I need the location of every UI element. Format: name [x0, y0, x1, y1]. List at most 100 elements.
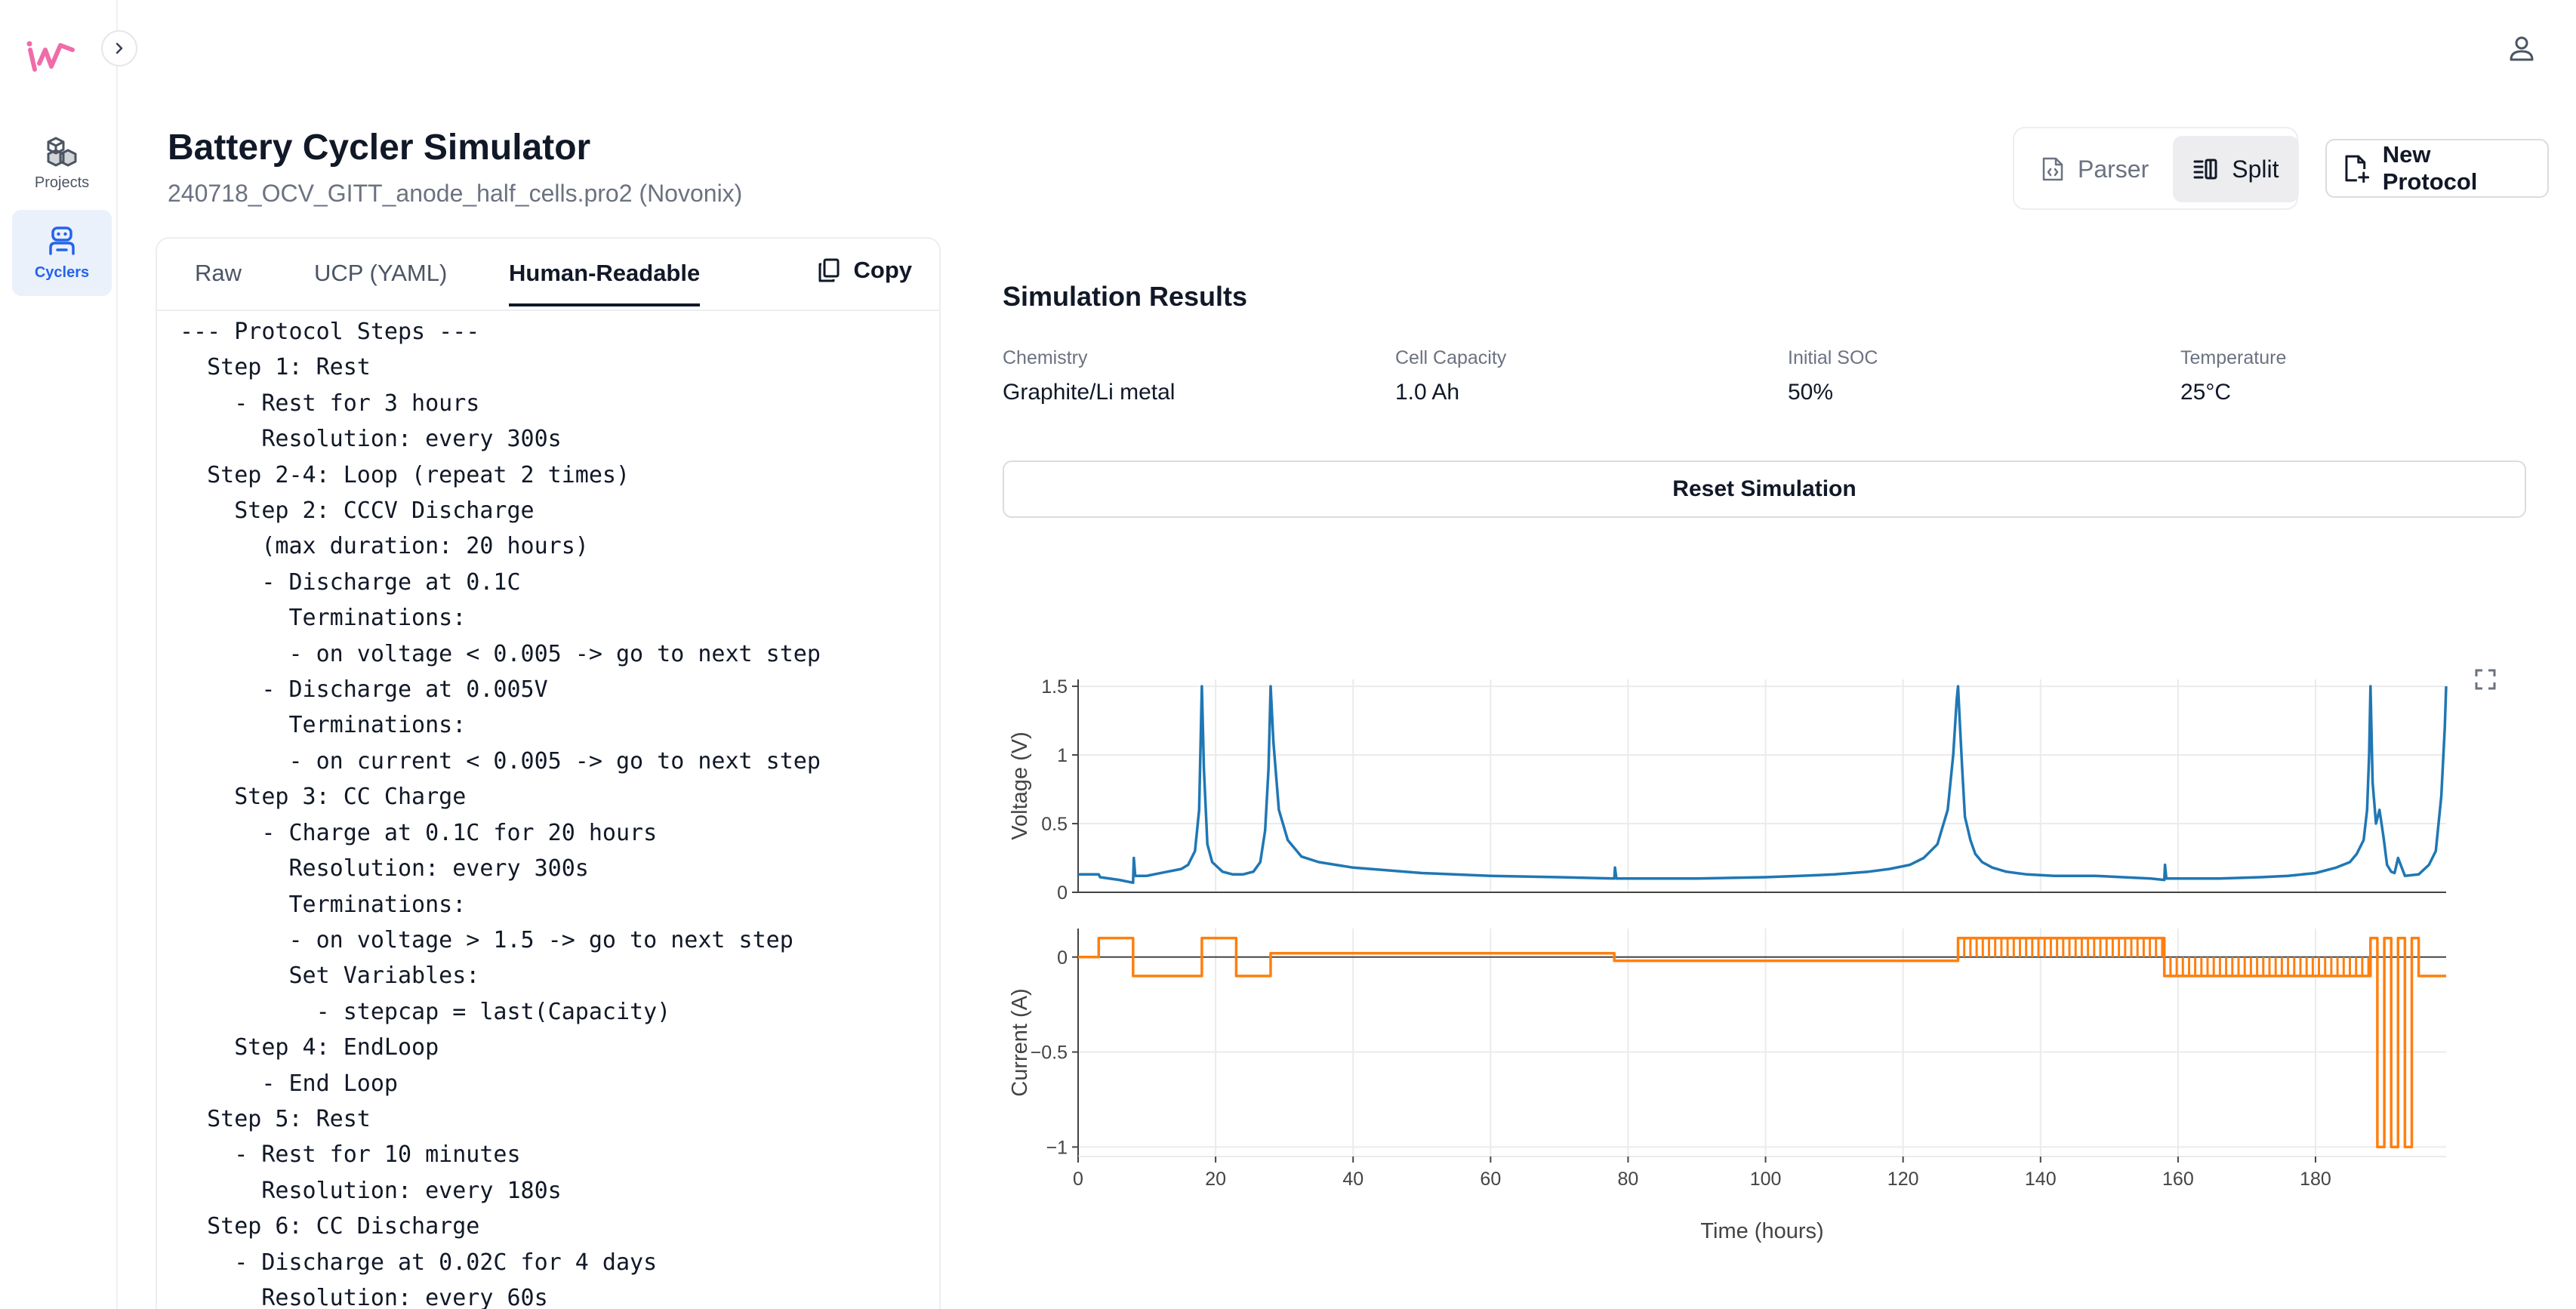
meta-temperature: Temperature 25°C — [2180, 347, 2286, 405]
protocol-line: - Rest for 3 hours — [180, 390, 480, 417]
sidebar-item-label: Projects — [34, 174, 90, 191]
protocol-line: - stepcap = last(Capacity) — [180, 998, 671, 1025]
simulation-results-title: Simulation Results — [1003, 281, 1248, 312]
sidebar-expand-button[interactable] — [101, 30, 137, 66]
y-tick-label: −0.5 — [1031, 1043, 1068, 1064]
protocol-line: - Rest for 10 minutes — [180, 1141, 521, 1169]
protocol-line: Resolution: every 180s — [180, 1177, 562, 1204]
protocol-line: Resolution: every 300s — [180, 426, 562, 453]
current-series-line — [1078, 936, 2446, 1149]
sidebar-item-projects[interactable]: Projects — [12, 121, 112, 207]
protocol-line: - Discharge at 0.1C — [180, 568, 521, 596]
x-tick-label: 0 — [1073, 1169, 1083, 1190]
x-tick-label: 140 — [2025, 1169, 2057, 1190]
user-icon[interactable] — [2507, 33, 2537, 63]
sidebar-item-label: Cyclers — [34, 263, 90, 281]
protocol-line: Step 2: CCCV Discharge — [180, 497, 535, 525]
voltage-series-line — [1078, 685, 2448, 885]
protocol-line: Step 1: Rest — [180, 354, 371, 381]
x-tick-label: 20 — [1205, 1169, 1226, 1190]
fullscreen-icon[interactable] — [2473, 667, 2497, 691]
sidebar-item-cyclers[interactable]: Cyclers — [12, 210, 112, 296]
protocol-line: - Discharge at 0.02C for 4 days — [180, 1249, 658, 1276]
x-tick-label: 120 — [1887, 1169, 1919, 1190]
x-tick-label: 60 — [1480, 1169, 1501, 1190]
copy-button[interactable]: Copy — [818, 257, 913, 284]
meta-chemistry: Chemistry Graphite/Li metal — [1003, 347, 1175, 405]
sidebar: Projects Cyclers — [0, 0, 118, 1309]
app-logo[interactable] — [24, 27, 79, 82]
editor-tabs: Raw UCP (YAML) Human-Readable Copy — [157, 239, 939, 311]
x-tick-label: 80 — [1618, 1169, 1639, 1190]
cubes-icon — [47, 137, 77, 166]
protocol-line: Set Variables: — [180, 962, 480, 990]
meta-label: Initial SOC — [1788, 347, 1878, 368]
protocol-line: Step 4: EndLoop — [180, 1034, 439, 1061]
protocol-line: --- Protocol Steps --- — [180, 319, 480, 345]
protocol-line: - on voltage > 1.5 -> go to next step — [180, 926, 793, 953]
protocol-line: - Discharge at 0.005V — [180, 676, 548, 704]
page-title: Battery Cycler Simulator — [168, 128, 591, 168]
x-tick-label: 180 — [2300, 1169, 2331, 1190]
view-mode-toggle: Parser Split — [2013, 127, 2299, 210]
split-mode-label: Split — [2232, 155, 2279, 183]
protocol-line: - End Loop — [180, 1070, 398, 1097]
parser-mode-button[interactable]: Parser — [2022, 136, 2168, 202]
meta-value: 1.0 Ah — [1395, 380, 1460, 405]
code-file-icon — [2042, 157, 2063, 181]
meta-label: Cell Capacity — [1395, 347, 1507, 368]
new-protocol-button[interactable]: New Protocol — [2325, 139, 2549, 198]
tab-ucp-yaml[interactable]: UCP (YAML) — [314, 260, 448, 286]
protocol-line: Step 6: CC Discharge — [180, 1213, 480, 1240]
meta-value: 25°C — [2180, 380, 2232, 405]
split-mode-button[interactable]: Split — [2173, 136, 2299, 202]
y-axis-title: Current (A) — [1008, 988, 1032, 1096]
tab-human-readable[interactable]: Human-Readable — [509, 260, 701, 306]
protocol-editor-panel: Raw UCP (YAML) Human-Readable Copy --- P… — [156, 237, 941, 1309]
protocol-line: Resolution: every 60s — [180, 1284, 548, 1309]
protocol-line: Step 2-4: Loop (repeat 2 times) — [180, 461, 630, 488]
protocol-line: - on current < 0.005 -> go to next step — [180, 747, 821, 775]
protocol-line: Resolution: every 300s — [180, 855, 589, 882]
copy-label: Copy — [853, 257, 913, 283]
y-tick-label: 0 — [1057, 947, 1068, 969]
protocol-line: Terminations: — [180, 605, 467, 632]
y-tick-label: 0 — [1057, 882, 1068, 904]
protocol-line: Terminations: — [180, 891, 467, 918]
protocol-line: Step 3: CC Charge — [180, 784, 467, 811]
protocol-line: - Charge at 0.1C for 20 hours — [180, 819, 658, 846]
meta-label: Chemistry — [1003, 347, 1088, 368]
meta-value: Graphite/Li metal — [1003, 380, 1176, 405]
protocol-line: (max duration: 20 hours) — [180, 533, 589, 560]
file-plus-icon — [2345, 155, 2369, 183]
meta-label: Temperature — [2180, 347, 2287, 368]
new-protocol-label: New Protocol — [2382, 141, 2478, 195]
x-axis-title: Time (hours) — [1700, 1219, 1823, 1243]
y-tick-label: 0.5 — [1041, 814, 1068, 835]
reset-simulation-button[interactable]: Reset Simulation — [1003, 460, 2526, 518]
copy-icon — [818, 258, 839, 282]
y-tick-label: −1 — [1046, 1137, 1068, 1158]
y-axis-title: Voltage (V) — [1008, 732, 1032, 839]
protocol-line: Step 5: Rest — [180, 1105, 371, 1132]
current-pulse-band — [2163, 956, 2370, 976]
x-tick-label: 40 — [1342, 1169, 1363, 1190]
meta-value: 50% — [1788, 380, 1834, 405]
protocol-line: Terminations: — [180, 712, 467, 739]
y-tick-label: 1 — [1057, 745, 1068, 766]
protocol-text: --- Protocol Steps --- Step 1: Rest - Re… — [180, 314, 821, 1309]
split-view-icon — [2193, 159, 2217, 180]
protocol-filename: 240718_OCV_GITT_anode_half_cells.pro2 (N… — [168, 180, 743, 207]
meta-initial-soc: Initial SOC 50% — [1788, 347, 1878, 405]
parser-mode-label: Parser — [2078, 155, 2149, 183]
chevron-right-icon — [116, 42, 123, 54]
current-pulse-band — [1957, 938, 2164, 957]
x-tick-label: 160 — [2162, 1169, 2194, 1190]
y-tick-label: 1.5 — [1041, 676, 1068, 698]
protocol-line: - on voltage < 0.005 -> go to next step — [180, 640, 821, 667]
x-tick-label: 100 — [1750, 1169, 1782, 1190]
simulation-chart[interactable]: 0 0.5 1 1.5 Voltage (V) −1 −0.5 0 Current (A) 0 20… — [997, 649, 2552, 1268]
meta-cell-capacity: Cell Capacity 1.0 Ah — [1395, 347, 1506, 405]
tab-raw[interactable]: Raw — [195, 260, 242, 286]
robot-icon — [49, 226, 75, 255]
